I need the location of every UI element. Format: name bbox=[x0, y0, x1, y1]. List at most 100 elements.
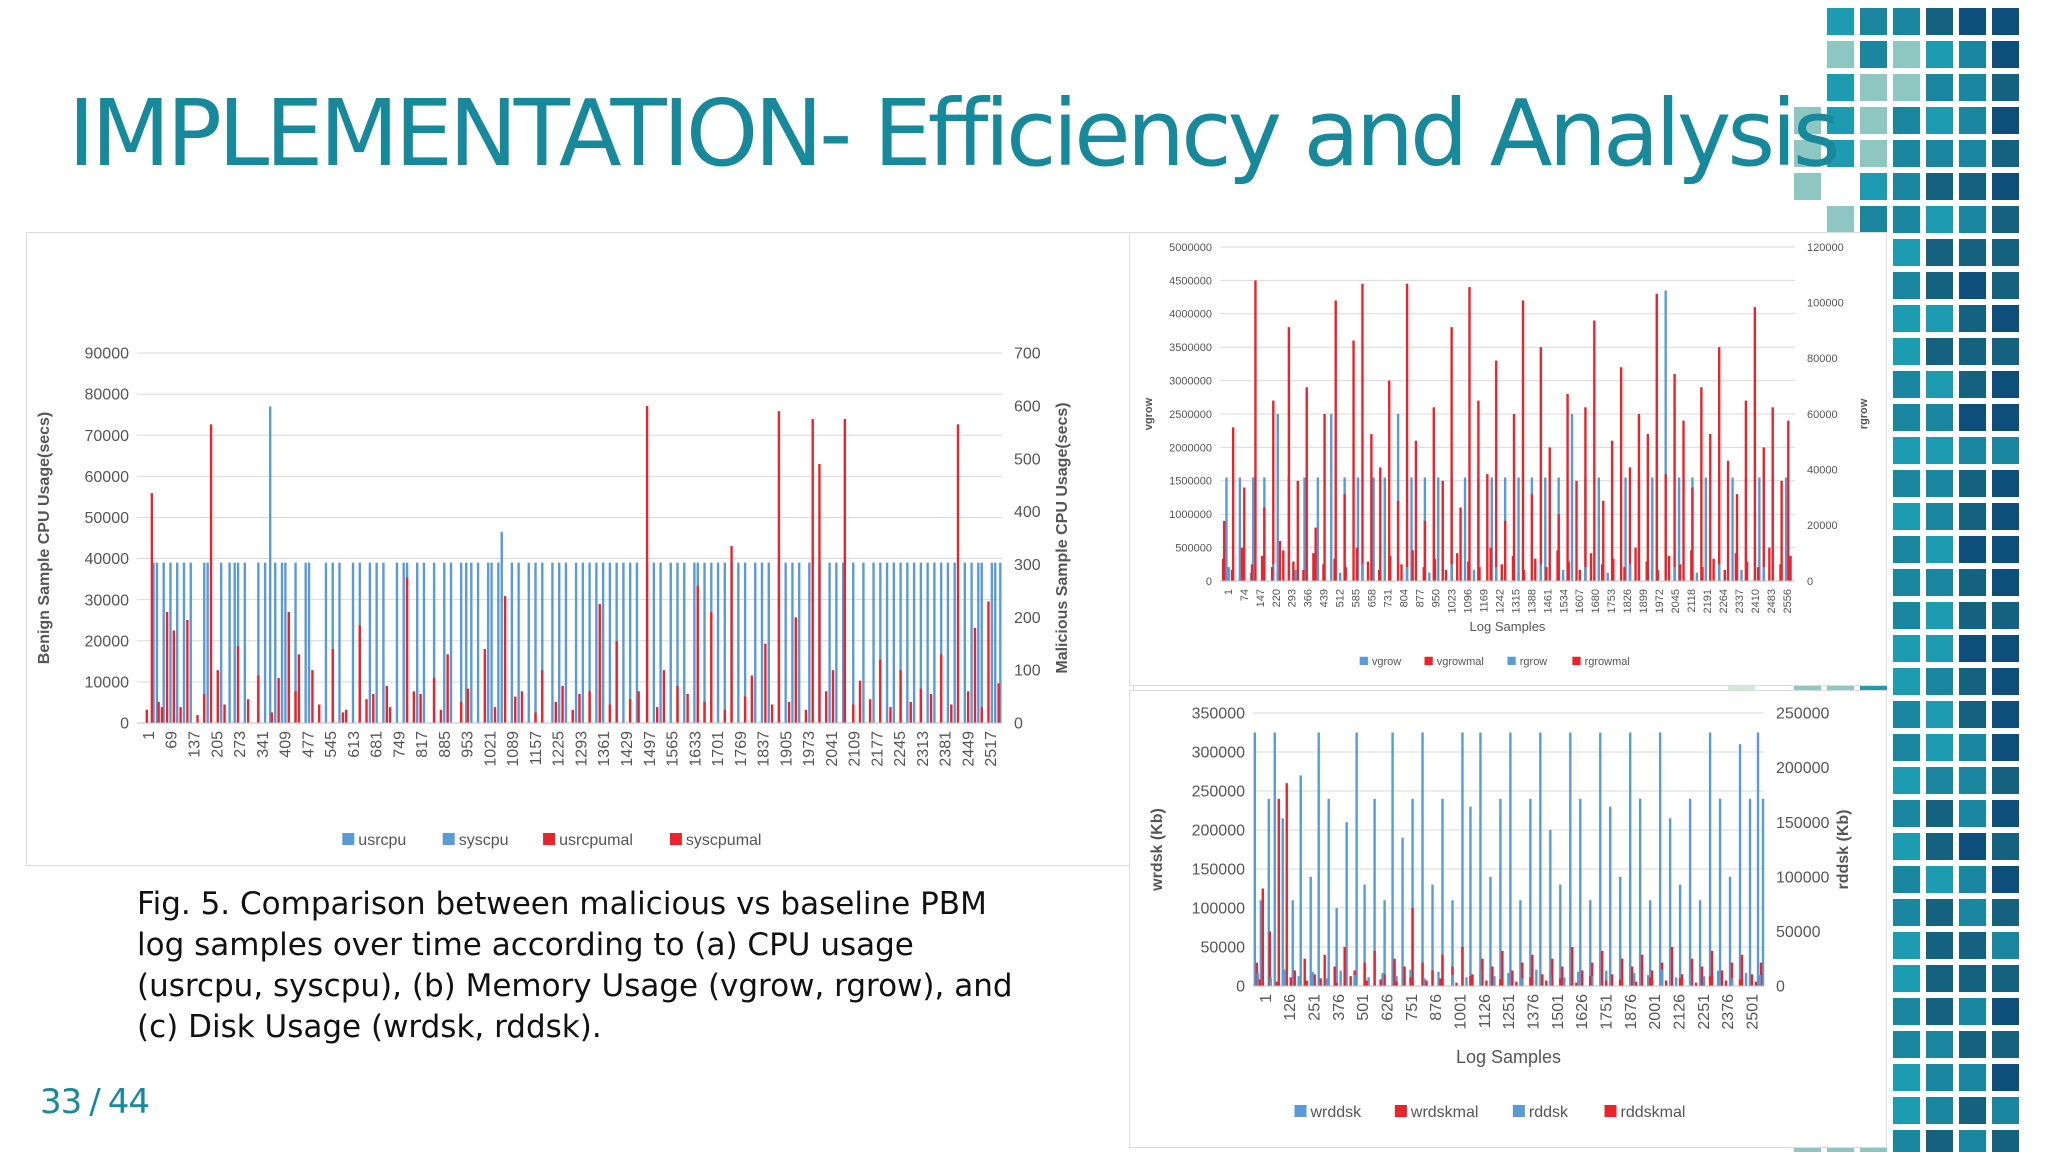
x-tick-label: 613 bbox=[346, 731, 363, 758]
bar-rddskmal bbox=[1289, 977, 1292, 986]
y-tick-label: 1000000 bbox=[1169, 509, 1212, 521]
tile bbox=[1926, 536, 1953, 563]
bar-rgrow bbox=[1561, 569, 1565, 581]
bar-usrcpumal bbox=[405, 577, 409, 723]
bar-rddsk bbox=[1479, 970, 1482, 986]
tile bbox=[1959, 701, 1986, 728]
y2-tick-label: 100000 bbox=[1807, 298, 1844, 310]
bar-wrdskmal bbox=[1631, 966, 1634, 986]
tile bbox=[1893, 602, 1920, 629]
bar-rgrowmal bbox=[1634, 547, 1637, 581]
tile bbox=[1992, 899, 2019, 926]
tile bbox=[1926, 998, 1953, 1025]
bar-syscpu bbox=[557, 562, 561, 723]
bar-usrcpu bbox=[284, 562, 287, 723]
x-tick-label: 2251 bbox=[1696, 994, 1713, 1030]
bar-usrcpu bbox=[152, 562, 155, 723]
bar-rgrowmal bbox=[1433, 558, 1437, 581]
x-tick-label: 2517 bbox=[983, 731, 1000, 767]
tile bbox=[1926, 8, 1953, 35]
bar-usrcpu bbox=[527, 562, 530, 723]
tile bbox=[1992, 1097, 2019, 1124]
x-tick-label: 1 bbox=[1258, 994, 1275, 1003]
tile bbox=[1893, 668, 1920, 695]
bar-syscpu bbox=[465, 562, 468, 723]
bar-usrcpumal bbox=[710, 612, 713, 723]
bar-vgrowmal bbox=[1287, 327, 1291, 581]
bar-rddsk bbox=[1297, 976, 1300, 986]
legend-swatch-rddskmal bbox=[1604, 1105, 1617, 1117]
legend-swatch-usrcpumal bbox=[543, 833, 556, 845]
bar-wrdskmal bbox=[1323, 954, 1326, 986]
bar-usrcpu bbox=[470, 562, 473, 723]
bar-vgrow bbox=[1784, 477, 1788, 581]
x-tick-label: 1680 bbox=[1590, 589, 1602, 613]
tile bbox=[1893, 74, 1920, 101]
tile bbox=[1926, 734, 1953, 761]
bar-wrdskmal bbox=[1670, 947, 1674, 986]
bar-usrcpu bbox=[912, 562, 916, 723]
bar-rgrowmal bbox=[1589, 553, 1593, 581]
bar-syscpumal bbox=[317, 704, 321, 723]
x-tick-label: 147 bbox=[1255, 589, 1267, 607]
legend-swatch-vgrowmal bbox=[1424, 656, 1433, 665]
bar-usrcpumal bbox=[919, 688, 923, 723]
bar-usrcpumal bbox=[676, 686, 679, 723]
bar-rgrowmal bbox=[1745, 561, 1749, 581]
bar-vgrowmal bbox=[1278, 540, 1282, 581]
bar-vgrow bbox=[1303, 477, 1306, 581]
bar-vgrow bbox=[1410, 477, 1413, 581]
tile bbox=[1827, 107, 1854, 134]
tile bbox=[1926, 173, 1953, 200]
bar-rgrowmal bbox=[1333, 558, 1336, 581]
bar-vgrowmal bbox=[1575, 480, 1578, 581]
bar-usrcpu bbox=[595, 562, 598, 723]
tile bbox=[1893, 998, 1920, 1025]
tile bbox=[1992, 569, 2019, 596]
x-tick-label: 1769 bbox=[733, 731, 750, 767]
bar-usrcpu bbox=[233, 562, 236, 723]
y-tick-label: 60000 bbox=[85, 469, 130, 486]
bar-rddsk bbox=[1549, 975, 1552, 986]
bar-syscpumal bbox=[388, 707, 392, 723]
bar-rddskmal bbox=[1724, 980, 1728, 986]
bar-vgrowmal bbox=[1566, 393, 1569, 581]
bar-wrdskmal bbox=[1581, 970, 1584, 986]
bar-rgrowmal bbox=[1600, 564, 1604, 581]
bar-wrddsk bbox=[1259, 900, 1262, 986]
bar-vgrowmal bbox=[1477, 400, 1480, 581]
bar-vgrowmal bbox=[1521, 300, 1525, 581]
bar-usrcpu bbox=[581, 562, 585, 723]
bar-syscpumal bbox=[608, 704, 612, 723]
bar-syscpumal bbox=[459, 701, 463, 723]
bar-vgrowmal bbox=[1787, 420, 1790, 581]
y2-tick-label: 0 bbox=[1014, 716, 1023, 733]
x-tick-label: 1315 bbox=[1510, 589, 1522, 613]
bar-rddskmal bbox=[1754, 981, 1758, 986]
bar-wrdskmal bbox=[1421, 962, 1424, 986]
tile bbox=[1959, 668, 1986, 695]
bar-rddsk bbox=[1465, 977, 1468, 986]
bar-rgrow bbox=[1428, 572, 1431, 581]
bar-usrcpu bbox=[243, 562, 247, 723]
bar-wrdskmal bbox=[1710, 950, 1714, 986]
bar-vgrowmal bbox=[1709, 434, 1712, 581]
tile bbox=[1992, 734, 2019, 761]
memory-usage-chart: 0500000100000015000002000000250000030000… bbox=[1143, 242, 1870, 668]
bar-usrcpu bbox=[990, 562, 994, 723]
bar-usrcpumal bbox=[843, 419, 847, 723]
bar-rgrow bbox=[1361, 564, 1364, 581]
bar-rgrowmal bbox=[1712, 558, 1715, 581]
bar-vgrowmal bbox=[1352, 340, 1355, 581]
tile bbox=[1992, 305, 2019, 332]
bar-wrdskmal bbox=[1383, 974, 1386, 986]
bar-vgrowmal bbox=[1379, 467, 1382, 581]
tile bbox=[1959, 1130, 1986, 1152]
tile bbox=[1893, 41, 1920, 68]
tile bbox=[1827, 140, 1854, 167]
x-tick-label: 2045 bbox=[1670, 589, 1682, 613]
bar-wrdskmal bbox=[1333, 966, 1336, 986]
bar-usrcpu bbox=[683, 562, 686, 723]
tile bbox=[1893, 800, 1920, 827]
bar-usrcpumal bbox=[750, 675, 754, 723]
